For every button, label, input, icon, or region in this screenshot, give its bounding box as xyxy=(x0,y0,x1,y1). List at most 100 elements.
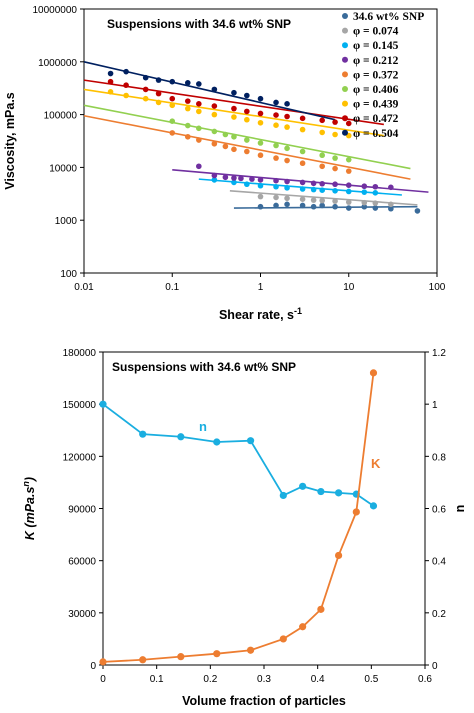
data-point-K xyxy=(99,658,107,666)
data-point xyxy=(319,202,325,209)
data-point-K xyxy=(279,635,287,643)
data-point xyxy=(332,131,338,138)
data-point xyxy=(332,165,338,172)
data-point xyxy=(299,179,306,186)
data-point xyxy=(299,202,306,209)
data-point xyxy=(284,178,290,185)
data-point xyxy=(345,120,352,127)
data-point xyxy=(184,122,191,129)
data-point xyxy=(361,199,368,206)
data-point xyxy=(169,78,176,85)
data-point xyxy=(257,203,264,210)
data-point xyxy=(211,177,218,183)
y-right-tick-label: 0.2 xyxy=(432,609,446,620)
data-point-K xyxy=(177,653,185,661)
series-line-n xyxy=(102,403,374,507)
data-point xyxy=(184,98,191,104)
fit-line xyxy=(83,114,411,180)
y-axis-right-label: n xyxy=(453,505,467,513)
data-point xyxy=(299,196,306,202)
data-point xyxy=(273,122,279,128)
data-point xyxy=(319,197,325,204)
data-point-n xyxy=(139,430,147,438)
data-point xyxy=(310,203,317,210)
data-point xyxy=(244,92,250,99)
data-point xyxy=(319,152,325,159)
data-point xyxy=(284,124,290,130)
data-point xyxy=(299,115,306,122)
y-right-tick-label: 0.6 xyxy=(432,505,446,516)
x-tick-label: 0 xyxy=(100,674,106,685)
data-point xyxy=(231,179,237,186)
data-point-n xyxy=(279,491,287,500)
x-tick-label: 0.5 xyxy=(364,674,378,685)
y-tick-label: 1000 xyxy=(55,216,78,227)
data-point xyxy=(273,183,279,190)
data-point xyxy=(222,131,229,138)
legend-marker xyxy=(342,13,348,19)
data-point xyxy=(388,205,394,212)
data-point-K xyxy=(299,623,307,631)
data-point xyxy=(123,92,129,99)
data-point xyxy=(211,111,218,118)
data-point xyxy=(257,193,264,200)
data-point xyxy=(196,125,202,132)
data-point xyxy=(257,110,264,117)
data-point xyxy=(284,195,290,202)
data-point xyxy=(257,182,264,189)
data-point xyxy=(257,152,264,159)
legend-label: φ = 0.074 xyxy=(353,26,399,38)
data-point xyxy=(231,133,237,140)
data-point xyxy=(388,201,394,208)
x-axis-label: Shear rate, s-1 xyxy=(219,306,302,322)
y-axis-left-label: K (mPa.sn) xyxy=(21,477,37,540)
data-point xyxy=(299,148,306,155)
fit-line xyxy=(233,205,418,209)
data-point xyxy=(345,156,352,163)
data-point xyxy=(299,186,306,192)
data-point xyxy=(345,199,352,205)
data-point xyxy=(284,201,290,208)
legend-label: 34.6 wt% SNP xyxy=(353,11,424,23)
series-label-n: n xyxy=(199,419,207,434)
data-point xyxy=(273,112,279,118)
data-point xyxy=(284,145,290,152)
data-point xyxy=(211,103,218,109)
data-point xyxy=(273,155,279,161)
y-tick-label: 10000000 xyxy=(33,5,78,16)
data-point xyxy=(231,146,237,153)
x-tick-label: 0.2 xyxy=(203,674,217,685)
fit-line xyxy=(83,88,384,137)
y-right-tick-label: 0 xyxy=(432,661,438,672)
data-point xyxy=(332,119,338,125)
x-tick-label: 1 xyxy=(258,282,264,293)
y-right-tick-label: 0.8 xyxy=(432,452,446,463)
y-left-tick-label: 90000 xyxy=(68,505,96,516)
data-point xyxy=(372,190,379,196)
data-point xyxy=(310,197,317,203)
data-point xyxy=(169,95,176,102)
data-point-n xyxy=(246,437,255,445)
legend-marker xyxy=(342,56,348,63)
data-point xyxy=(332,155,338,161)
data-point xyxy=(155,99,162,106)
data-point xyxy=(319,163,325,170)
data-point xyxy=(273,99,279,106)
chart-annotation: Suspensions with 34.6 wt% SNP xyxy=(107,17,291,31)
legend-marker xyxy=(342,27,348,34)
data-point xyxy=(196,108,202,115)
data-point xyxy=(361,203,368,210)
x-tick-label: 0.01 xyxy=(74,282,94,293)
data-point xyxy=(299,160,306,167)
fit-line xyxy=(83,61,336,121)
data-point xyxy=(231,89,237,96)
data-point xyxy=(257,119,264,126)
y-left-tick-label: 150000 xyxy=(63,400,97,411)
data-point xyxy=(211,140,218,147)
data-point xyxy=(169,102,176,109)
data-point-K xyxy=(213,650,221,658)
data-point-n xyxy=(213,438,221,446)
legend: 34.6 wt% SNP φ = 0.074 φ = 0.145 φ = 0.212 φ… xyxy=(342,11,424,140)
data-point xyxy=(244,137,250,143)
data-point xyxy=(361,189,368,195)
